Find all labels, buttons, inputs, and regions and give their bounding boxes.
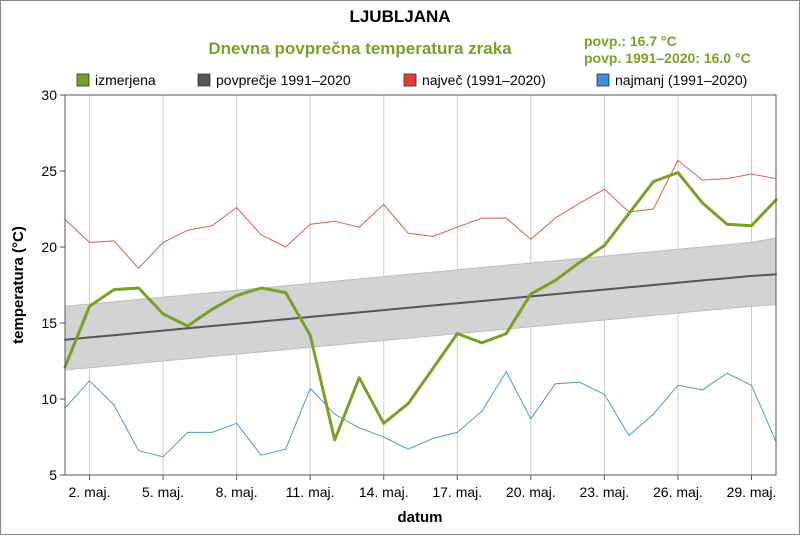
x-tick-label: 5. maj. — [142, 484, 184, 500]
x-tick-label: 26. maj. — [653, 484, 703, 500]
series-line-normal — [64, 273, 777, 341]
x-axis: 2. maj. 5. maj. 8. maj. 11. maj. 14. maj. 17.… — [69, 475, 777, 500]
stat-normal-average: povp. 1991–2020: 16.0 °C — [584, 50, 751, 66]
x-tick-label: 8. maj. — [216, 484, 258, 500]
legend-label-normal: povprečje 1991–2020 — [216, 72, 351, 88]
legend-label-max: največ (1991–2020) — [422, 72, 546, 88]
y-axis: 5 10 15 20 25 30 — [41, 87, 65, 483]
legend-label-min: najmanj (1991–2020) — [615, 72, 747, 88]
y-axis-title: temperatura (°C) — [10, 226, 27, 344]
x-tick-label: 20. maj. — [506, 484, 556, 500]
legend-swatch-measured — [76, 73, 90, 87]
x-axis-title: datum — [398, 509, 443, 526]
legend-swatch-normal — [197, 73, 211, 87]
y-tick-label: 5 — [49, 467, 57, 483]
x-tick-label: 11. maj. — [286, 484, 335, 500]
y-tick-label: 10 — [41, 391, 57, 407]
x-tick-label: 17. maj. — [432, 484, 482, 500]
legend-swatch-max — [403, 73, 417, 87]
x-tick-label: 23. maj. — [579, 484, 629, 500]
x-tick-label: 29. maj. — [727, 484, 777, 500]
y-tick-label: 20 — [41, 239, 57, 255]
x-tick-label: 14. maj. — [359, 484, 409, 500]
series-line-max — [64, 159, 777, 269]
stat-measured-average: povp.: 16.7 °C — [584, 33, 677, 49]
legend-swatch-min — [596, 73, 610, 87]
chart-subtitle: Dnevna povprečna temperatura zraka — [208, 39, 512, 58]
series-line-min — [64, 371, 777, 458]
series-line-measured — [63, 171, 778, 442]
plot-area-frame — [64, 94, 777, 476]
legend: izmerjena povprečje 1991–2020 največ (19… — [76, 72, 747, 88]
series-lines — [63, 159, 778, 458]
y-tick-label: 30 — [41, 87, 57, 103]
y-tick-label: 25 — [41, 163, 57, 179]
x-tick-label: 2. maj. — [69, 484, 111, 500]
chart-title: LJUBLJANA — [349, 7, 450, 26]
legend-label-measured: izmerjena — [95, 72, 156, 88]
y-tick-label: 15 — [41, 315, 57, 331]
